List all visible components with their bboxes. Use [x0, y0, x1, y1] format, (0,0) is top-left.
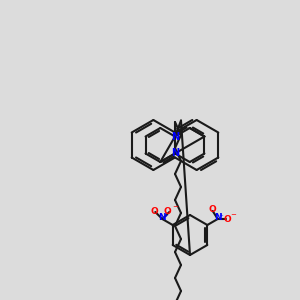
Text: +: + — [163, 213, 168, 218]
Text: O: O — [224, 214, 232, 224]
Text: O: O — [150, 208, 158, 217]
Text: N: N — [214, 214, 221, 223]
Text: +: + — [219, 213, 224, 218]
Text: N: N — [171, 131, 179, 142]
Text: O: O — [209, 206, 217, 214]
Text: N: N — [171, 148, 179, 158]
Text: −: − — [172, 204, 178, 210]
Text: N: N — [158, 214, 166, 223]
Text: −: − — [231, 212, 237, 218]
Text: O: O — [164, 206, 171, 215]
